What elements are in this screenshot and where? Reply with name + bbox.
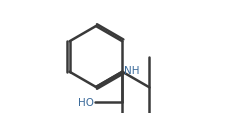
Text: NH: NH (124, 66, 139, 75)
Text: HO: HO (78, 97, 94, 107)
